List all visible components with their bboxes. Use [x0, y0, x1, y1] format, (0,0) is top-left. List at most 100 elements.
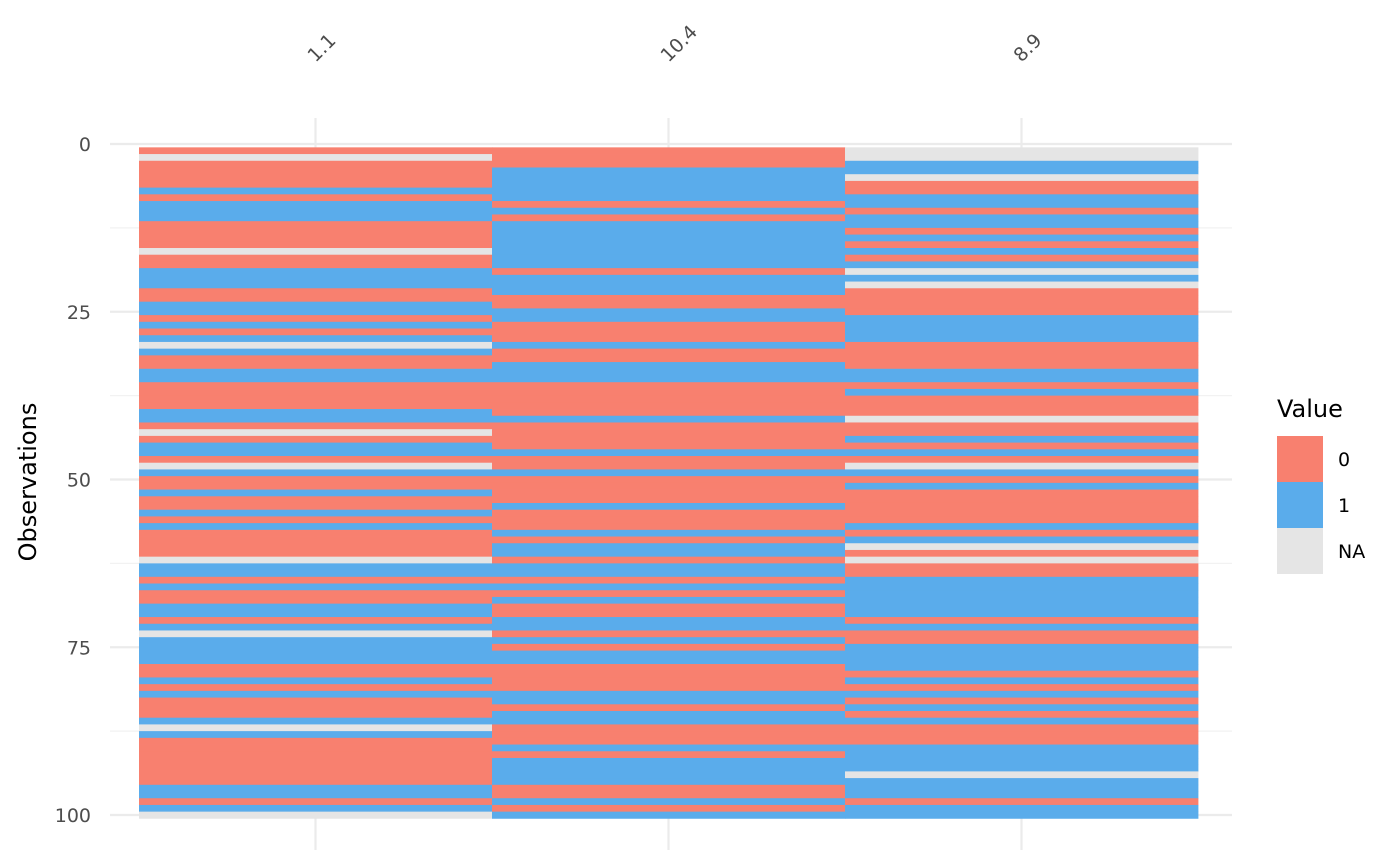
y-tick-label: 25 [67, 302, 91, 324]
heatmap-cell [845, 315, 1199, 323]
heatmap-cell [492, 476, 846, 484]
heatmap-cell [139, 778, 493, 786]
heatmap-cell [492, 502, 846, 511]
heatmap-cell [845, 368, 1199, 376]
heatmap-cell [845, 697, 1199, 705]
heatmap-cell [492, 207, 846, 215]
heatmap-cell [845, 187, 1199, 195]
heatmap-cell [845, 556, 1199, 564]
legend-key [1277, 482, 1323, 528]
heatmap-cell [492, 617, 846, 625]
heatmap-cell [139, 724, 493, 732]
heatmap-cell [139, 167, 493, 175]
heatmap-cell [139, 482, 493, 490]
heatmap-cell [139, 516, 493, 524]
heatmap-cell [139, 207, 493, 215]
heatmap-cell [139, 335, 493, 343]
heatmap-cell [845, 677, 1199, 685]
heatmap-cell [139, 254, 493, 262]
heatmap-cell [492, 355, 846, 363]
heatmap-cell [492, 697, 846, 705]
heatmap-cell [139, 435, 493, 443]
heatmap-cell [139, 180, 493, 189]
heatmap-cell [139, 543, 493, 551]
heatmap-cells [139, 147, 1199, 819]
heatmap-cell [492, 496, 846, 504]
heatmap-cell [492, 201, 846, 209]
heatmap-cell [845, 757, 1199, 766]
heatmap-cell [845, 690, 1199, 698]
heatmap-cell [845, 274, 1199, 282]
heatmap-cell [139, 798, 493, 806]
heatmap-cell [139, 650, 493, 658]
heatmap-cell [139, 147, 493, 155]
heatmap-cell [492, 281, 846, 289]
heatmap-cell [139, 757, 493, 766]
heatmap-cell [492, 549, 846, 558]
heatmap-cell [845, 523, 1199, 531]
heatmap-cell [492, 268, 846, 276]
heatmap-cell [492, 402, 846, 410]
heatmap-cell [492, 415, 846, 423]
heatmap-cell [139, 751, 493, 759]
heatmap-cell [845, 321, 1199, 329]
heatmap-cell [492, 147, 846, 155]
heatmap-cell [845, 241, 1199, 249]
heatmap-cell [492, 435, 846, 443]
heatmap-cell [845, 617, 1199, 625]
heatmap-cell [492, 422, 846, 430]
heatmap-cell [845, 516, 1199, 524]
heatmap-cell [492, 375, 846, 383]
heatmap-cell [139, 664, 493, 672]
heatmap-cell [139, 462, 493, 470]
heatmap-cell [492, 167, 846, 175]
heatmap-cell [492, 704, 846, 712]
legend-key [1277, 528, 1323, 574]
heatmap-cell [845, 476, 1199, 484]
heatmap-cell [845, 543, 1199, 551]
heatmap-cell [492, 623, 846, 631]
heatmap-cell [845, 268, 1199, 276]
heatmap-cell [139, 268, 493, 276]
heatmap-cell [845, 422, 1199, 430]
heatmap-cell [139, 784, 493, 792]
heatmap-cell [492, 462, 846, 470]
heatmap-cell [139, 362, 493, 370]
heatmap-cell [845, 664, 1199, 672]
heatmap-cell [492, 187, 846, 195]
heatmap-cell [139, 684, 493, 692]
heatmap-cell [139, 643, 493, 652]
heatmap-cell [139, 677, 493, 685]
heatmap-cell [139, 214, 493, 222]
heatmap-cell [139, 328, 493, 336]
heatmap-cell [845, 348, 1199, 356]
heatmap-cell [845, 341, 1199, 350]
heatmap-cell [139, 422, 493, 430]
heatmap-cell [139, 670, 493, 678]
heatmap-cell [139, 321, 493, 329]
heatmap-cell [139, 710, 493, 719]
heatmap-cell [139, 731, 493, 739]
heatmap-cell [845, 402, 1199, 410]
heatmap-cell [845, 147, 1199, 155]
heatmap-cell [492, 650, 846, 658]
heatmap-cell [492, 731, 846, 739]
heatmap-cell [492, 590, 846, 598]
heatmap-cell [139, 234, 493, 242]
heatmap-cell [845, 536, 1199, 544]
heatmap-cell [492, 724, 846, 732]
heatmap-cell [845, 160, 1199, 168]
heatmap-cell [139, 529, 493, 537]
heatmap-cell [139, 402, 493, 410]
heatmap-cell [845, 482, 1199, 490]
heatmap-cell [492, 341, 846, 350]
heatmap-cell [139, 294, 493, 303]
heatmap-cell [845, 657, 1199, 665]
heatmap-cell [492, 214, 846, 222]
heatmap-cell [139, 804, 493, 813]
heatmap-cell [492, 791, 846, 799]
heatmap-cell [492, 348, 846, 356]
heatmap-cell [845, 704, 1199, 712]
heatmap-cell [139, 630, 493, 638]
heatmap-cell [492, 409, 846, 417]
